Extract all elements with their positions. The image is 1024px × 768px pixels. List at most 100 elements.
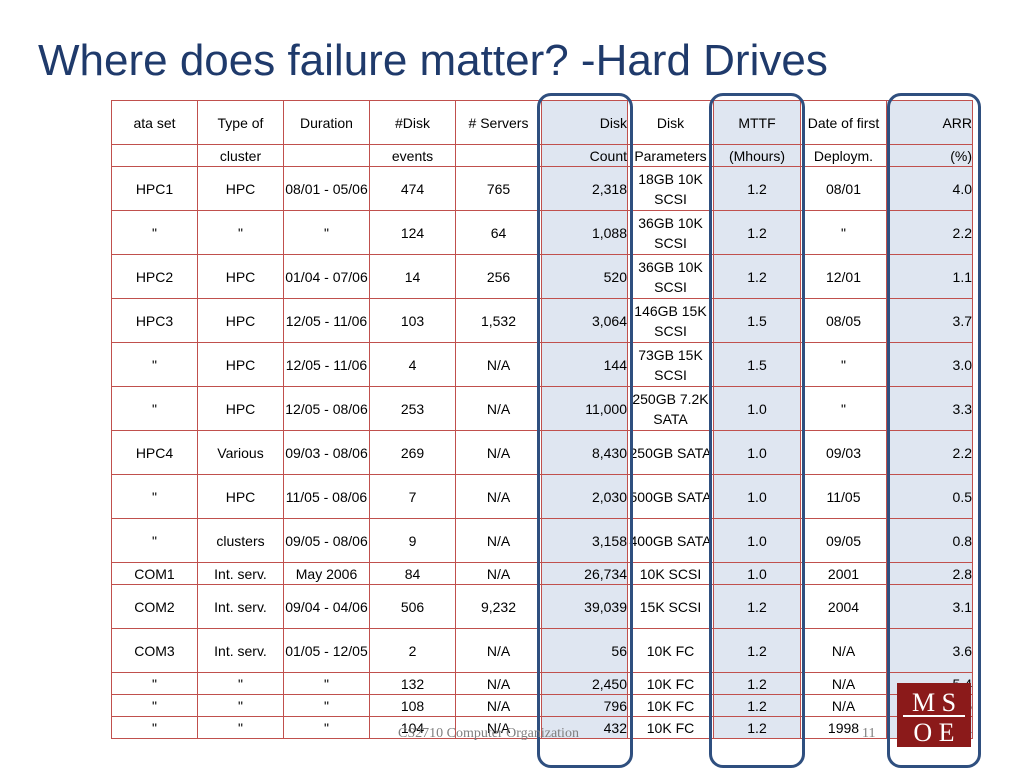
table-row-cell: 2,030 [541,474,628,519]
table-row-cell: " [111,386,198,431]
table-row-cell: 84 [369,562,456,585]
table-row-cell: Int. serv. [197,628,284,673]
table-row-cell: 14 [369,254,456,299]
table-row-cell: 64 [455,210,542,255]
hard-drive-failure-table: ata set Type of Duration #Disk # Servers Disk… [111,100,973,739]
slide-title: Where does failure matter? -Hard Drives [38,36,828,85]
table-row-cell: 1.0 [713,562,801,585]
table-row-cell: 10K SCSI [627,562,714,585]
table-row-cell: " [111,342,198,387]
table-row-cell: COM3 [111,628,198,673]
table-row-cell: 104 [369,716,456,739]
table-row-cell: 12/05 - 08/06 [283,386,370,431]
table-row-cell: HPC [197,298,284,343]
table-row-cell: 26,734 [541,562,628,585]
table-row-cell: " [800,342,887,387]
table-row-cell: Int. serv. [197,584,284,629]
table-subheader-row-cell: (Mhours) [713,144,801,167]
table-row-cell: 2,450 [541,672,628,695]
table-row-cell: 09/03 - 08/06 [283,430,370,475]
table-subheader-row-cell: Count [541,144,628,167]
table-row-cell: 11,000 [541,386,628,431]
table-row-cell: May 2006 [283,562,370,585]
table-row-cell: 09/04 - 04/06 [283,584,370,629]
table-subheader-row: cluster events Count Parameters (Mhours) Depl… [111,144,973,167]
table-row: " HPC 12/05 - 11/06 4 N/A 144 73GB 15K SCSI 1.5… [111,342,973,387]
table-row-cell: COM2 [111,584,198,629]
table-row-cell: 0.5 [886,474,973,519]
table-row: COM3 Int. serv. 01/05 - 12/05 2 N/A 56 10K FC 1… [111,628,973,673]
table-row-cell: 56 [541,628,628,673]
table-row-cell: N/A [800,628,887,673]
table-row-cell: 73GB 15K SCSI [627,342,714,387]
table-row-cell: HPC4 [111,430,198,475]
table-row-cell: 01/04 - 07/06 [283,254,370,299]
table-row-cell: 12/01 [800,254,887,299]
table-row-cell: 08/01 [800,166,887,211]
table-row-cell: " [111,716,198,739]
table-row-cell: 796 [541,694,628,717]
mttf-highlight [709,93,805,768]
table-row-cell: " [197,672,284,695]
table-row-cell: 1.5 [713,298,801,343]
table-row: HPC1 HPC 08/01 - 05/06 474 765 2,318 18GB 10K … [111,166,973,211]
table-row-cell: " [111,518,198,563]
table-row-cell: " [111,210,198,255]
table-row-cell: N/A [455,694,542,717]
table-row-cell: 10K FC [627,694,714,717]
table-row-cell: 1.2 [713,716,801,739]
table-row: HPC3 HPC 12/05 - 11/06 103 1,532 3,064 146GB 1… [111,298,973,343]
table-row-cell: 36GB 10K SCSI [627,210,714,255]
table-row-cell: 253 [369,386,456,431]
table-row: " HPC 12/05 - 08/06 253 N/A 11,000 250GB 7.2K … [111,386,973,431]
table-row-cell: 4.0 [886,166,973,211]
table-row: " " " 124 64 1,088 36GB 10K SCSI 1.2 " 2.2 [111,210,973,255]
table-row-cell: 1.0 [713,430,801,475]
table-row-cell: N/A [455,386,542,431]
table-row-cell: 269 [369,430,456,475]
table-row-cell: 146GB 15K SCSI [627,298,714,343]
table-row-cell: 1.5 [713,342,801,387]
table-row-cell: 12/05 - 11/06 [283,342,370,387]
table-row: COM1 Int. serv. May 2006 84 N/A 26,734 10K SCS… [111,562,973,585]
table-row-cell: 08/01 - 05/06 [283,166,370,211]
table-row-cell: 1,532 [455,298,542,343]
table-row-cell: 3,158 [541,518,628,563]
table-row-cell: 124 [369,210,456,255]
table-row-cell: 1.0 [713,386,801,431]
table-row-cell: 09/05 - 08/06 [283,518,370,563]
table-row-cell: 15K SCSI [627,584,714,629]
table-row-cell: 9 [369,518,456,563]
table-row-cell: 2 [369,628,456,673]
table-row-cell: 09/03 [800,430,887,475]
table-row-cell: 3.3 [886,386,973,431]
table-row: HPC4 Various 09/03 - 08/06 269 N/A 8,430 250GB… [111,430,973,475]
table-row-cell: Int. serv. [197,562,284,585]
table-row-cell: 400GB SATA [627,518,714,563]
table-row-cell: 1.2 [713,584,801,629]
table-header-row-cell: MTTF [713,100,801,145]
table-row-cell: " [197,716,284,739]
table-row: COM2 Int. serv. 09/04 - 04/06 506 9,232 39,03… [111,584,973,629]
table-subheader-row-cell [283,144,370,167]
table-row-cell: 250GB SATA [627,430,714,475]
table-row-cell: 474 [369,166,456,211]
table-header-row-cell: Disk [627,100,714,145]
svg-text:M S: M S [912,688,956,717]
table-row-cell: " [111,694,198,717]
table-row-cell: " [283,716,370,739]
page-number: 11 [862,726,876,741]
table-row-cell: 1,088 [541,210,628,255]
footer-course: CS2710 Computer Organization [398,726,579,741]
table-row-cell: N/A [455,562,542,585]
table-row-cell: " [800,210,887,255]
table-header-row-cell: #Disk [369,100,456,145]
table-row-cell: " [111,672,198,695]
table-row-cell: 10K FC [627,716,714,739]
table-row-cell: " [197,210,284,255]
table-row-cell: 256 [455,254,542,299]
table-subheader-row-cell [455,144,542,167]
table-row-cell: HPC [197,386,284,431]
table-row-cell: 144 [541,342,628,387]
